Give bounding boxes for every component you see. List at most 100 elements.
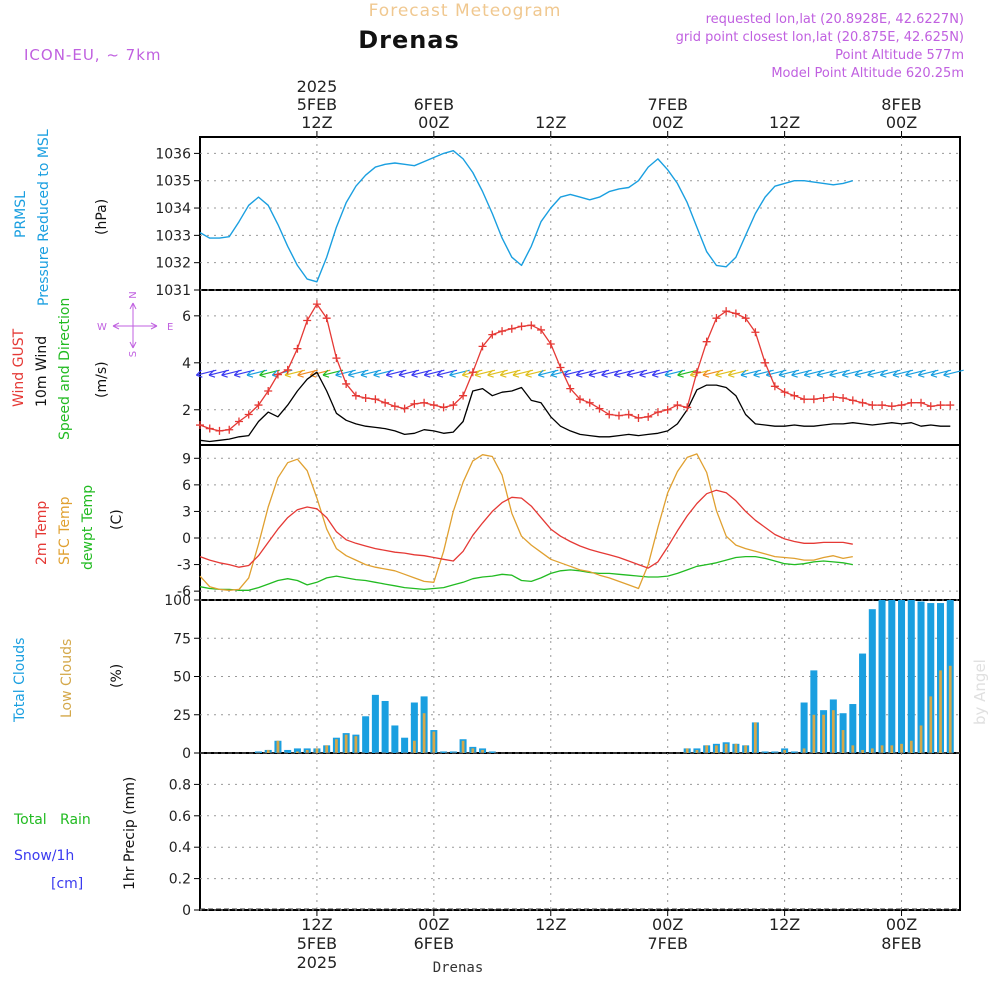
gust-point: [498, 327, 507, 336]
total-clouds-bar: [878, 600, 886, 753]
grid-lines: [200, 137, 960, 911]
gust-point: [819, 394, 828, 403]
temperature-y-tick-label: 9: [182, 451, 191, 467]
low-clouds-bar: [296, 751, 299, 753]
gust-point: [809, 395, 818, 404]
wind-arrowhead: [474, 369, 482, 378]
low-clouds-bar: [812, 714, 816, 753]
gust-point: [917, 398, 926, 407]
clouds-unit: (%): [109, 664, 125, 688]
total-clouds-bar: [371, 694, 379, 753]
gust-point: [264, 386, 273, 395]
wind-arrowhead: [879, 369, 887, 378]
dewpt-series-line: [199, 555, 853, 591]
gust-point: [234, 417, 243, 426]
wind-arrowhead: [550, 369, 558, 378]
low-clouds-bar: [861, 749, 864, 753]
low-clouds-bar: [900, 743, 903, 753]
low-clouds-bar: [685, 748, 689, 753]
gust-point: [887, 402, 896, 411]
low-clouds-bar: [909, 740, 913, 753]
pressure-y-tick-label: 1033: [155, 228, 191, 244]
gust-point: [293, 344, 302, 353]
total-clouds-bar: [868, 609, 876, 753]
precip-y-tick-label: 0.8: [169, 777, 191, 793]
wind-arrowhead: [613, 369, 621, 378]
precip-y-tick-label: 0.6: [169, 809, 191, 825]
gust-point: [790, 391, 799, 400]
wind-arrowhead: [930, 369, 938, 378]
gust-point: [361, 394, 370, 403]
gust-point: [342, 379, 351, 388]
point-altitude: Point Altitude 577m: [835, 48, 964, 63]
gust-point: [936, 401, 945, 410]
clouds-y-tick-label: 100: [164, 593, 191, 609]
total-clouds-bar: [381, 700, 389, 753]
bottom-time-label: 12Z: [769, 915, 800, 934]
wind-arrowhead: [335, 369, 342, 378]
total-clouds-bar: [293, 748, 301, 753]
model-label: ICON-EU, ~ 7km: [24, 46, 162, 64]
gust-point: [244, 410, 253, 419]
low-clouds-bar: [354, 736, 358, 753]
bottom-time-label: 6FEB: [414, 934, 454, 953]
wind-arrowhead: [702, 369, 710, 378]
gust-point: [381, 398, 390, 407]
wind-arrowhead: [677, 369, 684, 378]
compass-e: E: [167, 322, 173, 333]
low-clouds-bar: [851, 745, 855, 753]
wind-arrowhead: [588, 369, 596, 378]
wind-arrowhead: [917, 369, 925, 378]
footer-location: Drenas: [433, 960, 484, 976]
total-clouds-bar: [888, 600, 896, 753]
low-clouds-bar: [325, 745, 329, 753]
temperature-y-tick-label: -3: [177, 558, 191, 574]
total-clouds-bar: [362, 716, 370, 753]
wind-arrowhead: [449, 369, 456, 378]
wind-arrowhead: [651, 369, 659, 378]
low-clouds-bar: [471, 748, 475, 753]
low-clouds-bar: [802, 748, 806, 753]
total-clouds-bar: [391, 725, 399, 753]
clouds-y-tick-label: 50: [173, 670, 191, 686]
low-clouds-bar: [870, 748, 874, 753]
low-clouds-bar: [734, 743, 738, 753]
gust-point: [468, 368, 477, 377]
time-labels: 20255FEB12Z12Z5FEB20256FEB00Z00Z6FEB12Z1…: [297, 77, 922, 972]
low-clouds-bar: [754, 722, 757, 753]
prmsl-label: PRMSL: [13, 191, 29, 238]
gust-point: [507, 324, 516, 333]
low-clouds-bar: [744, 745, 748, 753]
bottom-time-label: 12Z: [301, 915, 332, 934]
gust-point: [897, 401, 906, 410]
gust-point: [858, 398, 867, 407]
wind-arrowhead: [829, 369, 836, 378]
wind-arrowhead: [537, 369, 545, 378]
top-time-label: 12Z: [301, 113, 332, 132]
gust-point: [351, 391, 360, 400]
gust-point: [673, 401, 682, 410]
gust-point: [712, 314, 721, 323]
total-clouds-bar: [401, 737, 409, 753]
compass-s: S: [128, 351, 139, 357]
gust-point: [449, 401, 458, 410]
low-clouds-bar: [412, 740, 416, 753]
low-clouds-bar: [890, 745, 894, 753]
dewpt-label: dewpt Temp: [80, 485, 96, 570]
wind-arrowhead: [195, 369, 203, 378]
total-clouds-bar: [449, 751, 457, 753]
total-clouds-bar: [800, 702, 808, 753]
gust-point: [595, 404, 604, 413]
sfc-label: SFC Temp: [57, 496, 73, 565]
wind-arrowhead: [892, 369, 900, 378]
requested-point: requested lon,lat (20.8928E, 42.6227N): [706, 12, 964, 27]
gust-point: [722, 307, 731, 316]
gust-point: [605, 410, 614, 419]
gust-point: [390, 402, 399, 411]
gust-point: [273, 370, 282, 379]
snow-label: Snow/1h: [14, 848, 74, 864]
gust-point: [439, 403, 448, 412]
wind-arrowhead: [525, 369, 532, 378]
top-time-label: 12Z: [769, 113, 800, 132]
pressure-panel-labels: PRMSL Pressure Reduced to MSL (hPa): [13, 129, 110, 306]
